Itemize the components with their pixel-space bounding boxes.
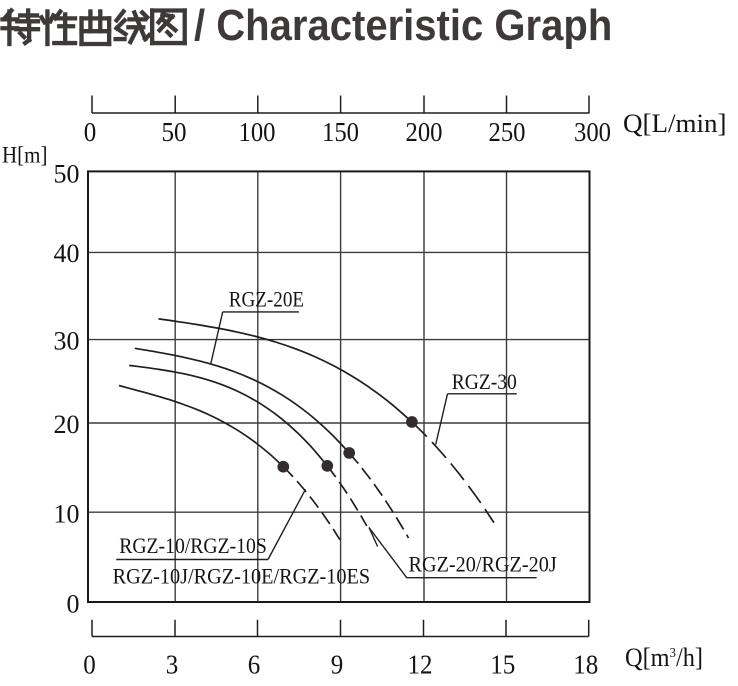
svg-text:100: 100 <box>239 116 276 147</box>
svg-text:50: 50 <box>162 116 187 147</box>
svg-text:RGZ-20/RGZ-20J: RGZ-20/RGZ-20J <box>409 552 558 577</box>
svg-text:30: 30 <box>54 326 80 355</box>
svg-text:18: 18 <box>573 648 598 679</box>
svg-text:200: 200 <box>406 116 443 147</box>
svg-text:0: 0 <box>67 590 80 619</box>
svg-text:6: 6 <box>248 648 261 679</box>
svg-text:/ Characteristic Graph: / Characteristic Graph <box>194 1 612 50</box>
svg-text:Q[L/min]: Q[L/min] <box>623 109 727 138</box>
svg-text:250: 250 <box>489 116 526 147</box>
svg-text:50: 50 <box>54 160 80 189</box>
svg-text:3: 3 <box>166 648 179 679</box>
svg-text:Q[m3/h]: Q[m3/h] <box>625 643 703 672</box>
svg-text:0: 0 <box>84 116 97 147</box>
svg-text:15: 15 <box>490 648 515 679</box>
svg-text:RGZ-10J/RGZ-10E/RGZ-10ES: RGZ-10J/RGZ-10E/RGZ-10ES <box>113 563 371 588</box>
svg-text:10: 10 <box>54 500 80 529</box>
svg-text:9: 9 <box>331 648 344 679</box>
svg-text:H[m]: H[m] <box>2 143 48 168</box>
svg-text:0: 0 <box>83 648 96 679</box>
svg-text:20: 20 <box>54 410 80 439</box>
svg-text:RGZ-30: RGZ-30 <box>452 369 517 394</box>
svg-text:150: 150 <box>322 116 359 147</box>
svg-text:RGZ-10/RGZ-10S: RGZ-10/RGZ-10S <box>119 533 267 558</box>
svg-text:RGZ-20E: RGZ-20E <box>229 287 304 312</box>
svg-text:40: 40 <box>54 239 80 268</box>
svg-text:300: 300 <box>574 116 611 147</box>
svg-text:12: 12 <box>408 648 433 679</box>
